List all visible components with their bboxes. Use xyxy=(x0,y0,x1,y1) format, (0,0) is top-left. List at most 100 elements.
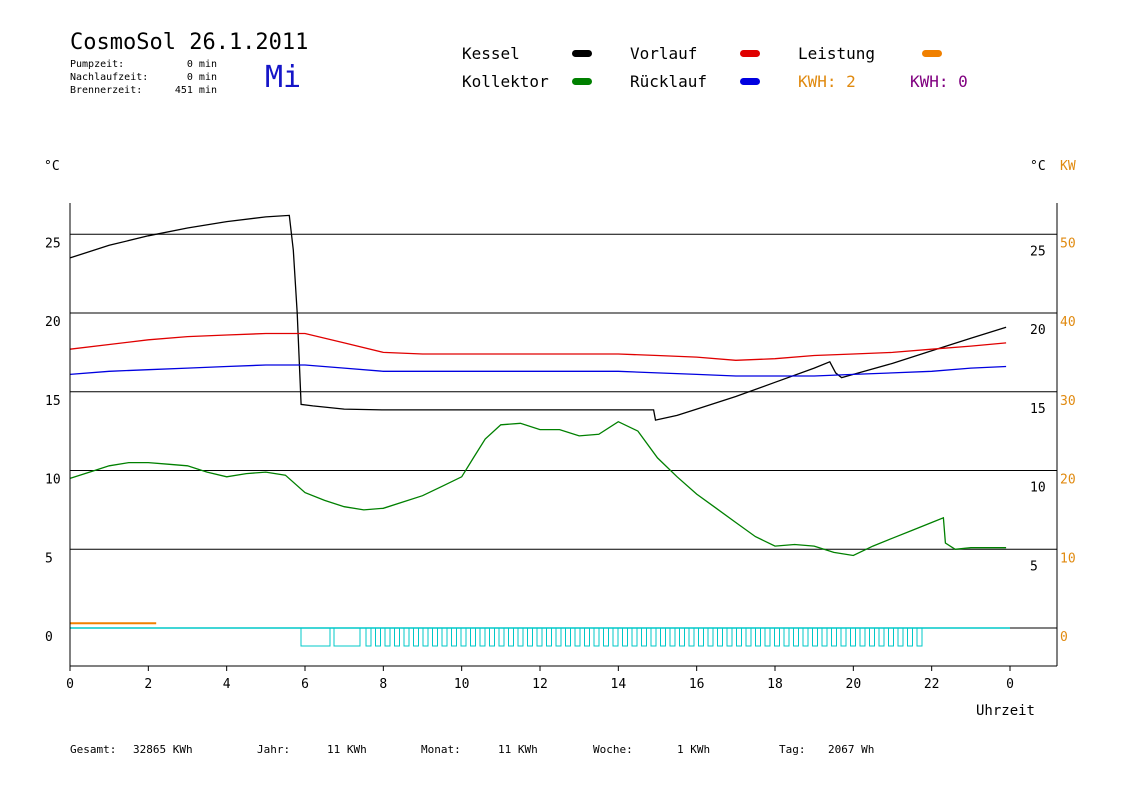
pump-pulse xyxy=(869,627,875,647)
pump-pulse xyxy=(300,627,331,647)
pump-pulse xyxy=(698,627,704,647)
y-tick-label-left: 10 xyxy=(45,473,61,488)
x-tick-label: 16 xyxy=(689,677,705,692)
pump-pulse xyxy=(508,627,514,647)
x-tick-label: 14 xyxy=(611,677,627,692)
pump-pulse xyxy=(774,627,780,647)
legend-swatch-ruecklauf xyxy=(740,78,760,85)
pump-pulse xyxy=(517,627,524,647)
pump-pulse xyxy=(650,627,657,647)
y-tick-label-left: 20 xyxy=(45,315,61,330)
pump-pulse xyxy=(764,627,771,647)
stat-label-brennerzeit: Brennerzeit: xyxy=(70,85,143,96)
pump-pulse xyxy=(850,627,856,647)
pump-pulse xyxy=(745,627,752,647)
legend-swatch-kessel xyxy=(572,50,592,57)
footer-value-tag: 2067 Wh xyxy=(828,743,875,756)
series-line-kollektor xyxy=(69,420,1007,557)
y-tick-label-right: 20 xyxy=(1030,323,1046,338)
x-tick-label: 6 xyxy=(301,677,309,692)
footer-value-woche: 1 KWh xyxy=(677,743,711,756)
footer-label-gesamt: Gesamt: xyxy=(70,743,117,756)
stat-value-pumpzeit: 0 min xyxy=(186,59,217,70)
stat-value-nachlaufzeit: 0 min xyxy=(186,72,217,83)
y-tick-label-kw: 0 xyxy=(1060,630,1068,645)
pump-bars xyxy=(70,627,1010,647)
footer-value-jahr: 11 KWh xyxy=(327,743,367,756)
pump-pulse xyxy=(612,627,619,647)
pump-pulse xyxy=(888,627,894,647)
pump-pulse xyxy=(812,627,818,647)
x-tick-label: 8 xyxy=(379,677,387,692)
y-tick-label-kw: 20 xyxy=(1060,473,1076,488)
pump-pulse xyxy=(565,627,571,647)
pump-pulse xyxy=(441,627,448,647)
pump-pulse xyxy=(717,627,723,647)
pump-pulse xyxy=(527,627,533,647)
pump-pulse xyxy=(603,627,609,647)
pump-pulse xyxy=(907,627,913,647)
series-line-kessel xyxy=(69,214,1007,421)
y-axis-title-left: °C xyxy=(44,159,60,174)
pump-pulse xyxy=(498,627,505,647)
stat-label-nachlaufzeit: Nachlaufzeit: xyxy=(70,72,149,83)
pump-pulse xyxy=(432,627,438,647)
y-axis-title-right: °C xyxy=(1030,159,1046,174)
y-tick-label-kw: 30 xyxy=(1060,394,1076,409)
x-tick-label: 20 xyxy=(846,677,862,692)
pump-pulse xyxy=(470,627,476,647)
chart-title: CosmoSol 26.1.2011 xyxy=(70,30,309,55)
y-tick-label-left: 0 xyxy=(45,630,53,645)
y-axis-title-kw: KW xyxy=(1060,159,1076,174)
pump-pulse xyxy=(422,627,429,647)
pump-pulse xyxy=(793,627,799,647)
pump-pulse xyxy=(631,627,638,647)
pump-pulse xyxy=(384,627,391,647)
stat-label-pumpzeit: Pumpzeit: xyxy=(70,59,125,70)
legend-swatch-kollektor xyxy=(572,78,592,85)
pump-pulse xyxy=(584,627,590,647)
x-tick-label: 12 xyxy=(532,677,548,692)
legend-swatch-leistung xyxy=(922,50,942,57)
kwh-total-orange: KWH: 2 xyxy=(798,72,856,91)
pump-pulse xyxy=(403,627,410,647)
pump-pulse xyxy=(679,627,685,647)
footer-label-woche: Woche: xyxy=(593,743,633,756)
x-tick-label: 0 xyxy=(1006,677,1014,692)
axes: 0 2 4 6 8 10 12 14 16 18 20 22 0 Uhrzeit °C °C KW 0 5 10 15 2… xyxy=(44,159,1076,719)
x-tick-label: 4 xyxy=(223,677,231,692)
footer-value-monat: 11 KWh xyxy=(498,743,538,756)
pump-pulse xyxy=(394,627,400,647)
y-tick-label-right: 25 xyxy=(1030,244,1046,259)
pump-pulse xyxy=(460,627,467,647)
x-tick-label: 22 xyxy=(924,677,940,692)
series-lines xyxy=(69,214,1007,625)
pump-pulse xyxy=(451,627,457,647)
pump-pulse xyxy=(574,627,581,647)
pump-pulse xyxy=(365,627,372,647)
legend-label-ruecklauf: Rücklauf xyxy=(630,72,708,91)
pump-pulse xyxy=(821,627,828,647)
y-tick-label-left: 15 xyxy=(45,394,61,409)
pump-pulse xyxy=(897,627,904,647)
pump-pulse xyxy=(375,627,381,647)
x-tick-label: 18 xyxy=(767,677,783,692)
y-tick-label-kw: 40 xyxy=(1060,315,1076,330)
pump-pulse xyxy=(593,627,600,647)
pump-pulse xyxy=(660,627,666,647)
y-tick-label-right: 10 xyxy=(1030,481,1046,496)
legend-label-kessel: Kessel xyxy=(462,44,520,63)
x-tick-label: 0 xyxy=(66,677,74,692)
pump-pulse xyxy=(831,627,837,647)
y-tick-label-right: 15 xyxy=(1030,402,1046,417)
pump-pulse xyxy=(802,627,809,647)
y-tick-label-left: 25 xyxy=(45,236,61,251)
pump-pulse xyxy=(688,627,695,647)
series-line-vorlauf xyxy=(69,332,1007,361)
pump-pulse xyxy=(413,627,419,647)
pump-pulse xyxy=(669,627,676,647)
pump-pulse xyxy=(916,627,923,647)
x-tick-label: 2 xyxy=(144,677,152,692)
legend-label-vorlauf: Vorlauf xyxy=(630,44,698,63)
